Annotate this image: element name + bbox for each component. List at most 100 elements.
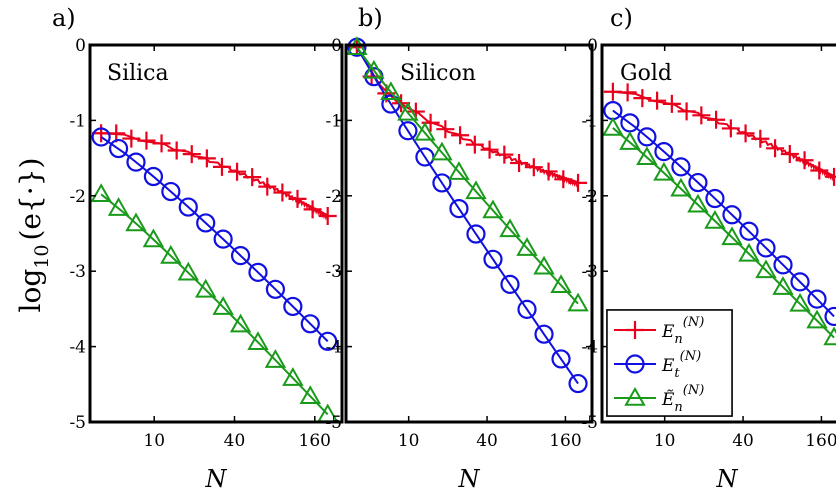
- data-point-Et: [637, 127, 657, 147]
- data-point-En: [92, 124, 111, 143]
- data-point-Entilde: [738, 242, 760, 262]
- y-tick-label: -4: [325, 338, 342, 358]
- panel-a-tick-labels: 0 -1 -2 -3 -4 -5 10 40 160: [69, 36, 331, 451]
- data-point-Et: [300, 314, 320, 334]
- y-axis-label-tail: (e{·}): [14, 158, 47, 241]
- data-point-Et: [654, 142, 674, 162]
- data-point-Entilde: [380, 81, 402, 100]
- data-point-Et: [688, 172, 708, 193]
- data-point-Et: [230, 246, 251, 266]
- y-axis-label: log10 (e{·}): [14, 158, 53, 313]
- data-point-Entilde: [107, 197, 130, 216]
- data-point-Et: [126, 152, 146, 172]
- panel-b-tick-labels: 0 -1 -2 -3 -4 -5 10 40 160: [325, 36, 581, 451]
- data-point-Entilde: [194, 278, 217, 298]
- data-point-En: [810, 161, 829, 180]
- y-axis-label-main: log: [14, 269, 47, 313]
- data-point-Entilde: [482, 199, 504, 219]
- panel-title-b: Silicon: [400, 61, 476, 86]
- data-point-Et: [534, 324, 554, 344]
- data-point-En: [258, 177, 277, 196]
- data-point-En: [662, 94, 681, 113]
- data-point-Et: [143, 166, 164, 187]
- data-point-Et: [178, 197, 198, 217]
- data-point-Et: [398, 121, 418, 141]
- data-point-Entilde: [823, 326, 836, 346]
- y-tick-label: -3: [325, 262, 342, 282]
- data-point-En: [524, 158, 543, 177]
- x-tick-label: 10: [398, 431, 420, 451]
- x-tick-label: 160: [299, 431, 331, 451]
- x-tick-label: 40: [476, 431, 498, 451]
- data-point-Entilde: [619, 131, 641, 150]
- panel-c-ticks: [602, 44, 823, 423]
- data-point-Et: [483, 249, 503, 269]
- data-point-En: [436, 120, 455, 139]
- data-point-Entilde: [533, 255, 555, 275]
- data-point-En: [795, 151, 814, 170]
- y-tick-label: -4: [581, 338, 598, 358]
- data-point-Entilde: [687, 193, 709, 213]
- data-point-Entilde: [414, 121, 436, 141]
- data-point-Entilde: [363, 59, 385, 79]
- y-tick-label: -5: [69, 413, 86, 433]
- data-point-Entilde: [670, 177, 692, 197]
- data-point-En: [707, 110, 726, 129]
- data-point-En: [303, 200, 322, 219]
- panel-title-a: Silica: [107, 61, 169, 86]
- data-point-En: [721, 119, 740, 138]
- panel-letter-c: c): [610, 4, 633, 32]
- data-point-Et: [248, 262, 268, 282]
- data-point-Entilde: [636, 146, 658, 166]
- data-point-En: [212, 157, 231, 176]
- data-point-En: [152, 134, 171, 153]
- series-line-En: [101, 132, 329, 221]
- panel-a: a) 0 -1 -2 -3 -4 -5 10 40 160 Silica N: [52, 4, 344, 493]
- data-point-Entilde: [806, 309, 828, 329]
- data-point-Entilde: [160, 244, 182, 264]
- data-point-En: [137, 131, 156, 150]
- x-axis-label-b: N: [458, 465, 481, 493]
- data-point-Et: [824, 306, 836, 327]
- data-point-En: [451, 126, 470, 145]
- data-point-En: [510, 154, 529, 173]
- legend-marker-Et: [625, 354, 645, 374]
- y-tick-label: -5: [325, 413, 342, 433]
- data-point-Entilde: [299, 385, 321, 404]
- legend-marker-En: [626, 321, 644, 339]
- data-point-En: [618, 83, 637, 102]
- data-point-Et: [432, 173, 452, 193]
- data-point-Et: [551, 349, 571, 369]
- data-point-Entilde: [448, 161, 470, 180]
- data-point-En: [677, 102, 696, 121]
- data-point-En: [182, 145, 201, 164]
- series-line-Et: [356, 46, 579, 385]
- series-Et: [603, 100, 836, 327]
- data-point-En: [480, 140, 499, 159]
- data-point-Et: [722, 205, 742, 225]
- data-point-Entilde: [229, 313, 252, 333]
- data-point-En: [569, 173, 588, 192]
- series-line-Entilde: [100, 193, 329, 416]
- x-tick-label: 10: [143, 431, 165, 451]
- data-point-En: [539, 162, 558, 181]
- data-point-Entilde: [125, 212, 147, 232]
- data-point-Entilde: [282, 367, 304, 386]
- data-point-Entilde: [653, 161, 675, 181]
- data-point-Entilde: [602, 116, 624, 136]
- y-tick-label: -2: [69, 187, 86, 207]
- data-point-Et: [671, 157, 691, 177]
- data-point-Et: [568, 373, 588, 394]
- x-axis-label-c: N: [716, 465, 739, 493]
- panel-b-axes-frame: [344, 43, 594, 424]
- data-point-Entilde: [465, 180, 487, 200]
- series-En: [603, 82, 836, 186]
- panel-a-axes-frame: [88, 43, 344, 424]
- data-point-En: [780, 144, 799, 163]
- legend-label: Et(N): [661, 349, 701, 381]
- panel-c: c) 0 -1 -2 -3 -4 -5 10 40 160 Gold N: [581, 4, 836, 493]
- data-point-En: [167, 141, 186, 160]
- data-point-En: [288, 189, 307, 208]
- x-tick-label: 160: [805, 431, 836, 451]
- y-axis-label-text: log10 (e{·}): [14, 158, 53, 313]
